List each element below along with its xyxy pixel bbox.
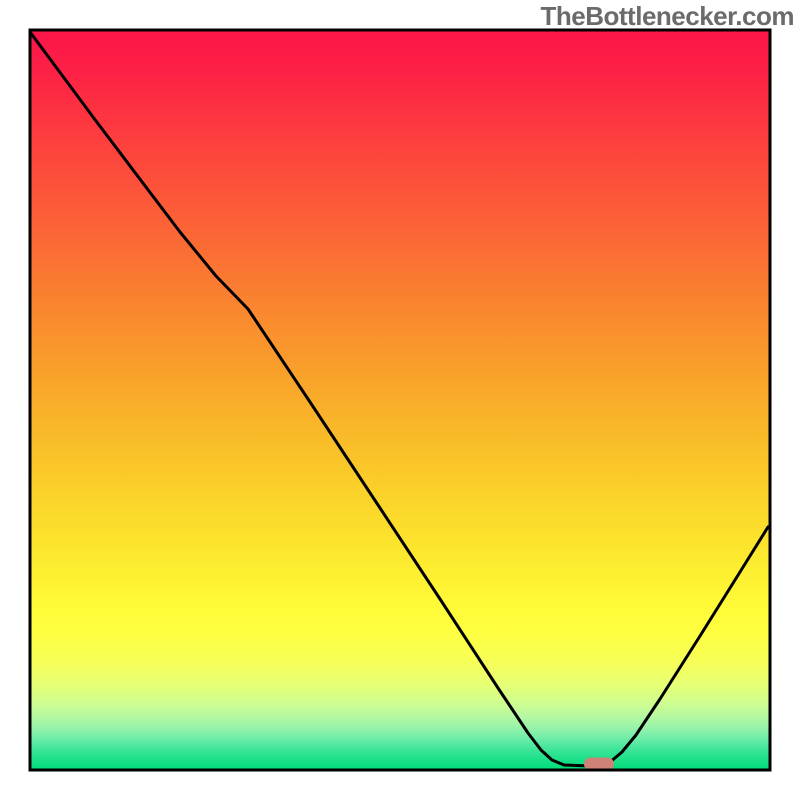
chart-stage: TheBottlenecker.com <box>0 0 800 800</box>
bottleneck-chart <box>0 0 800 800</box>
watermark-text: TheBottlenecker.com <box>541 1 794 32</box>
gradient-background <box>30 30 770 770</box>
